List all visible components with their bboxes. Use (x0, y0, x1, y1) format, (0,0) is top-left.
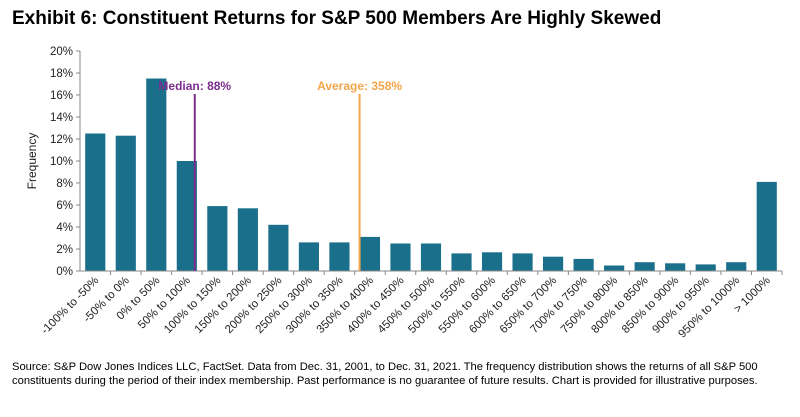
y-tick-label: 4% (56, 222, 73, 234)
bar (359, 236, 381, 271)
bar (695, 264, 716, 271)
source-note: Source: S&P Dow Jones Indices LLC, FactS… (12, 361, 758, 387)
bar (115, 135, 136, 271)
y-tick-label: 6% (56, 200, 73, 212)
bars (85, 78, 777, 271)
y-tick-label: 14% (50, 112, 73, 124)
bar (481, 252, 503, 271)
bar (451, 253, 472, 271)
bar (512, 253, 533, 271)
y-axis-title: Frequency (25, 133, 39, 190)
bar (268, 224, 289, 271)
median-label: Median: 88% (158, 79, 231, 93)
y-tick-label: 0% (56, 266, 73, 278)
average-label: Average: 358% (317, 79, 402, 93)
bar (726, 262, 747, 271)
y-tick-label: 18% (50, 68, 73, 80)
bar (85, 133, 106, 271)
bar (543, 256, 564, 271)
chart-title: Exhibit 6: Constituent Returns for S&P 5… (12, 8, 662, 29)
bar (329, 242, 350, 271)
x-axis: -100% to -50%-50% to 0%0% to 50%50% to 1… (39, 270, 783, 341)
bar (146, 78, 167, 271)
y-tick-label: 12% (50, 134, 73, 146)
bar (237, 208, 258, 271)
y-tick-label: 20% (50, 46, 73, 58)
annotations: Median: 88% Average: 358% (158, 79, 402, 271)
bar (207, 206, 228, 271)
bar-chart: Frequency 0% 2% 4% 6% 8% 10% 12% 14% 16% 18% 20% -… (25, 46, 783, 341)
bar (573, 258, 594, 271)
y-tick-label: 2% (56, 244, 73, 256)
bar (604, 265, 625, 271)
y-tick-label: 16% (50, 90, 73, 102)
bar (390, 243, 411, 271)
bar (298, 242, 319, 271)
bar (420, 243, 442, 271)
bar (176, 161, 197, 271)
bar (756, 181, 777, 271)
bar (665, 263, 686, 271)
y-axis: 0% 2% 4% 6% 8% 10% 12% 14% 16% 18% 20% (50, 46, 81, 278)
y-tick-label: 10% (50, 156, 73, 168)
y-tick-label: 8% (56, 178, 73, 190)
bar (634, 262, 655, 271)
